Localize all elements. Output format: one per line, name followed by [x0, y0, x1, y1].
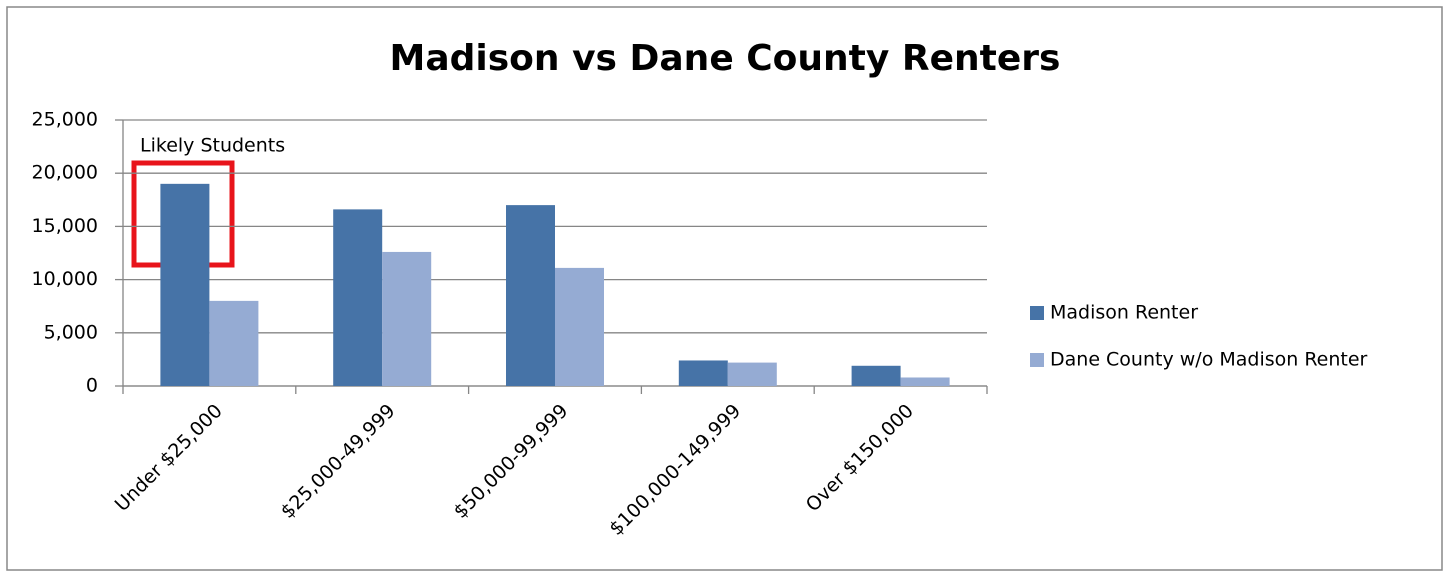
bar — [160, 183, 210, 386]
legend-label: Dane County w/o Madison Renter — [1050, 349, 1368, 371]
legend-swatch — [1030, 306, 1044, 320]
y-tick-label: 5,000 — [44, 321, 98, 343]
bar — [382, 251, 432, 386]
bar — [678, 360, 728, 386]
annotation: Likely Students — [140, 135, 285, 157]
chart-title: Madison vs Dane County Renters — [390, 38, 1061, 79]
y-tick-label: 15,000 — [32, 215, 98, 237]
y-tick-label: 25,000 — [32, 109, 98, 131]
y-tick-label: 20,000 — [32, 162, 98, 184]
y-tick-label: 0 — [86, 375, 98, 397]
y-tick-label: 10,000 — [32, 268, 98, 290]
bar — [209, 300, 259, 386]
bar — [727, 362, 777, 386]
chart-border — [6, 6, 1443, 571]
bar — [555, 267, 604, 386]
bar — [506, 205, 555, 386]
bar — [851, 365, 901, 386]
bar — [333, 209, 383, 386]
legend-label: Madison Renter — [1050, 302, 1198, 324]
legend-swatch — [1030, 353, 1044, 367]
bar — [900, 377, 950, 386]
